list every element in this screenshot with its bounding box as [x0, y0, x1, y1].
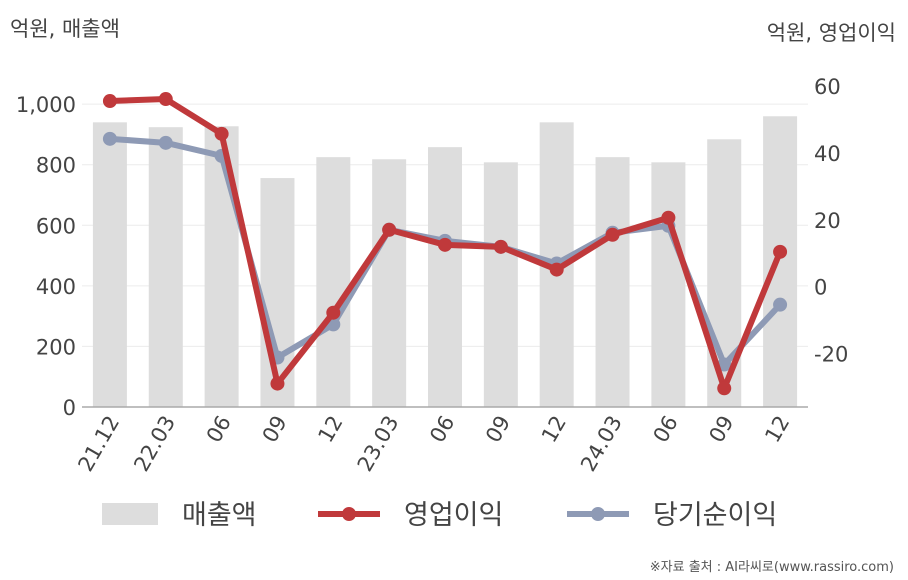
point: [773, 297, 788, 312]
point: [661, 210, 676, 225]
y-tick-label: 400: [36, 275, 76, 299]
point: [549, 262, 564, 277]
bar: [316, 157, 351, 407]
point: [158, 135, 173, 150]
source: ※자료 출처 : AI라씨로(www.rassiro.com): [650, 560, 894, 575]
point: [102, 131, 117, 146]
y-axis-title: 억원, 매출액: [10, 17, 120, 41]
bar: [595, 157, 630, 407]
legend-label: 영업이익: [404, 500, 503, 531]
x-tick-label: 22.03: [129, 412, 180, 476]
bar: [651, 162, 686, 407]
x-tick-label: 09: [481, 412, 515, 447]
bar: [483, 162, 518, 407]
x-tick-label: 06: [202, 412, 236, 447]
y-tick-label: 1,000: [16, 93, 76, 117]
y-tick-label: 800: [36, 154, 76, 178]
x-tick-label: 12: [760, 412, 794, 447]
point: [214, 126, 229, 141]
x-tick-label: 09: [704, 412, 738, 447]
point: [382, 222, 397, 237]
point: [493, 239, 508, 254]
point: [605, 227, 620, 242]
bar: [204, 126, 239, 407]
legend-swatch: [591, 507, 605, 521]
point: [158, 92, 173, 107]
y2-tick-label: 60: [814, 75, 841, 99]
point: [717, 381, 732, 396]
y2-tick-label: 0: [814, 276, 827, 300]
legend-swatch: [102, 503, 158, 525]
bar: [372, 159, 407, 407]
legend-label: 매출액: [182, 500, 257, 531]
bar: [428, 147, 462, 407]
x-tick-label: 24.03: [576, 412, 627, 476]
bar: [92, 122, 127, 407]
x-tick-label: 09: [258, 412, 292, 447]
point: [773, 244, 788, 259]
y2-tick-label: -20: [814, 343, 848, 367]
point: [102, 94, 117, 109]
x-tick-label: 12: [313, 412, 347, 447]
y-tick-label: 200: [36, 335, 76, 359]
x-tick-label: 23.03: [353, 412, 404, 476]
x-tick-label: 06: [649, 412, 683, 447]
bar: [148, 127, 183, 407]
bar: [763, 116, 798, 407]
y2-axis-title: 억원, 영업이익: [767, 21, 896, 45]
point: [326, 305, 341, 320]
point: [438, 237, 452, 252]
y2-tick-label: 20: [814, 209, 841, 233]
y-tick-label: 0: [63, 396, 76, 420]
y-tick-label: 600: [36, 214, 76, 238]
legend-label: 당기순이익: [653, 500, 777, 531]
point: [270, 376, 285, 391]
x-tick-label: 21.12: [73, 412, 124, 476]
y2-tick-label: 40: [814, 142, 841, 166]
x-tick-label: 12: [537, 412, 571, 447]
x-tick-label: 06: [425, 412, 459, 447]
legend-swatch: [342, 507, 356, 521]
